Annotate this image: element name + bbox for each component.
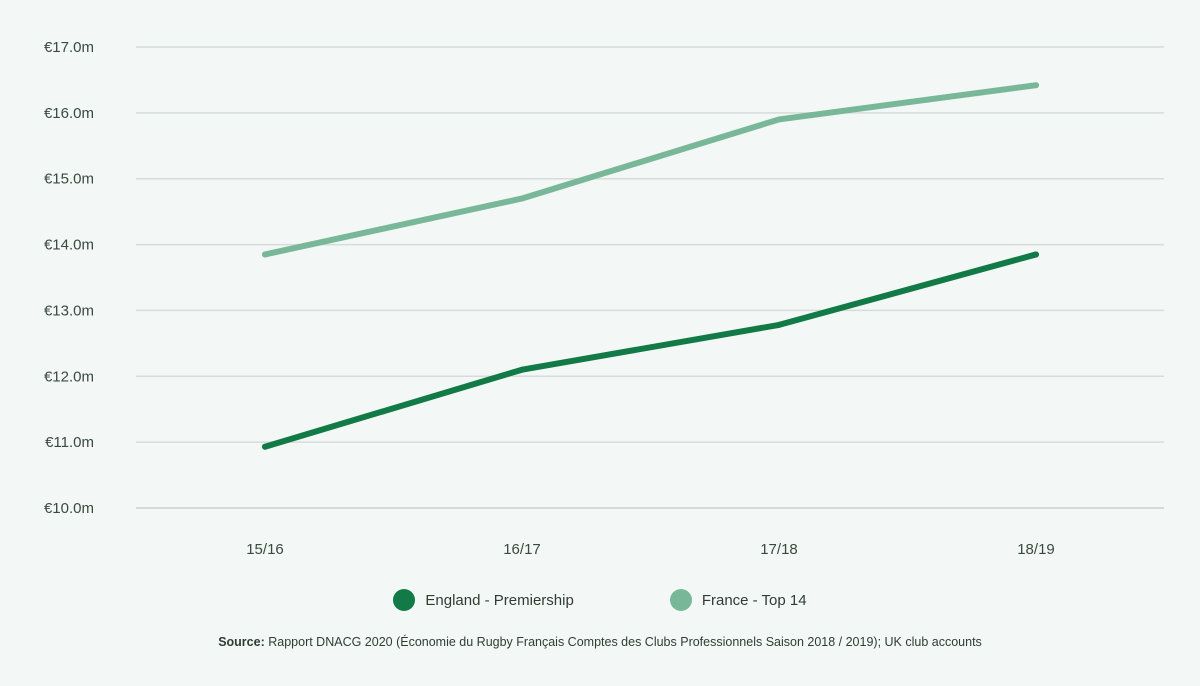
data-point — [776, 116, 782, 123]
y-tick-label: €15.0m — [44, 171, 94, 188]
data-point — [519, 366, 525, 373]
series-line-france — [262, 82, 1039, 258]
x-tick-label: 15/16 — [246, 541, 284, 558]
y-tick-label: €13.0m — [44, 302, 94, 319]
source-label: Source: — [218, 635, 265, 649]
x-tick-label: 18/19 — [1017, 541, 1055, 558]
legend-label-england: England - Premiership — [425, 591, 574, 609]
data-point — [262, 251, 268, 258]
y-tick-label: €14.0m — [44, 237, 94, 254]
legend-label-france: France - Top 14 — [701, 591, 807, 609]
y-axis-ticks: €10.0m €11.0m €12.0m €13.0m €14.0m €15.0m €16.… — [44, 39, 94, 517]
legend: England - Premiership France - Top 14 — [0, 589, 1200, 611]
x-axis-ticks: 15/16 16/17 17/18 18/19 — [246, 541, 1055, 558]
y-tick-label: €17.0m — [44, 39, 94, 56]
data-point — [262, 443, 268, 450]
legend-item-france[interactable]: France - Top 14 — [669, 589, 807, 611]
series-lines — [262, 82, 1039, 450]
legend-item-england[interactable]: England - Premiership — [393, 589, 574, 611]
source-text: Rapport DNACG 2020 (Économie du Rugby Fr… — [268, 635, 982, 649]
data-point — [519, 195, 525, 202]
x-tick-label: 16/17 — [503, 541, 541, 558]
y-tick-label: €16.0m — [44, 105, 94, 122]
data-point — [1033, 251, 1039, 258]
legend-swatch-england — [393, 589, 416, 611]
series-line-england — [262, 251, 1039, 450]
source-note: Source: Rapport DNACG 2020 (Économie du … — [0, 635, 1200, 649]
y-tick-label: €10.0m — [44, 500, 94, 517]
y-tick-label: €11.0m — [45, 434, 94, 451]
x-tick-label: 17/18 — [760, 541, 798, 558]
legend-swatch-france — [669, 589, 692, 611]
data-point — [776, 321, 782, 328]
y-tick-label: €12.0m — [44, 368, 94, 385]
data-point — [1033, 82, 1039, 89]
